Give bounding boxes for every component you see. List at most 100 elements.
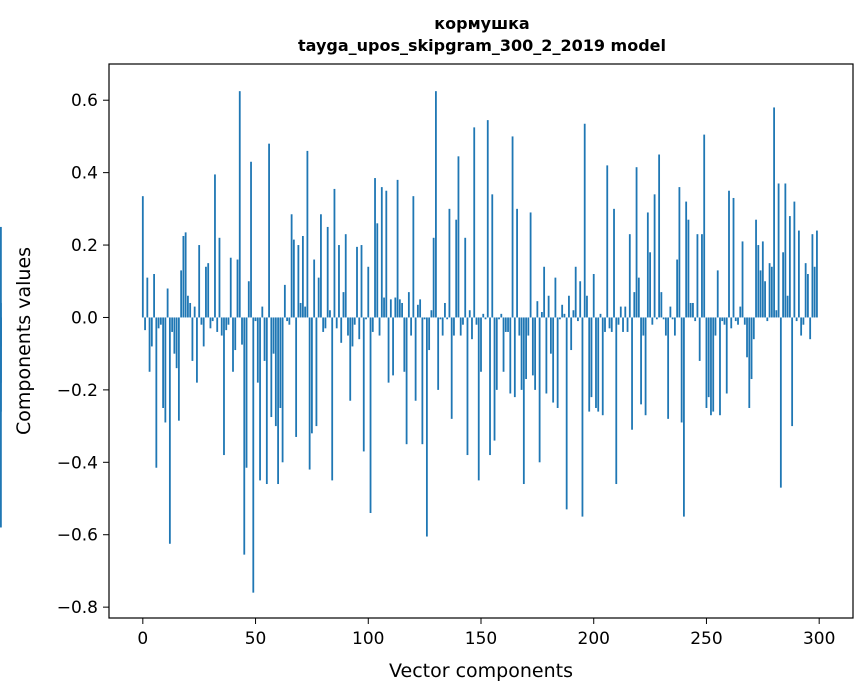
bar-214	[624, 306, 627, 318]
bar-66	[290, 214, 293, 318]
bar-45	[243, 317, 246, 555]
bar-210	[615, 317, 618, 485]
bar-139	[455, 219, 458, 318]
bar-38	[227, 317, 230, 325]
bar-86	[335, 317, 338, 329]
bar-124	[421, 317, 424, 445]
bar-undefined	[0, 317, 2, 383]
bar-96	[358, 317, 361, 340]
bar-17	[180, 270, 183, 318]
bar-281	[775, 310, 778, 318]
bar-61	[279, 317, 282, 408]
bar-69	[297, 245, 300, 318]
bar-186	[561, 304, 564, 318]
bar-53	[261, 306, 264, 318]
bar-290	[795, 317, 798, 322]
bar-175	[536, 301, 539, 318]
bar-93	[351, 317, 354, 347]
bar-14	[173, 317, 176, 354]
bar-212	[619, 306, 622, 318]
bar-99	[365, 317, 367, 320]
bar-219	[635, 167, 638, 318]
bar-276	[764, 281, 766, 318]
bar-226	[651, 317, 654, 325]
bar-44	[241, 317, 243, 345]
bar-100	[367, 266, 370, 318]
bar-74	[308, 317, 311, 470]
bar-3	[148, 317, 151, 372]
bar-287	[788, 216, 791, 318]
bar-15	[175, 317, 178, 369]
bar-12	[168, 317, 171, 544]
bar-122	[416, 304, 419, 318]
bar-295	[807, 274, 809, 318]
bar-143	[464, 237, 467, 318]
bar-55	[265, 317, 268, 485]
bar-114	[398, 299, 401, 318]
bar-40	[232, 317, 234, 372]
bar-184	[556, 317, 559, 408]
bar-171	[527, 317, 530, 336]
bar-274	[759, 270, 762, 318]
bar-132	[439, 317, 442, 320]
bar-101	[369, 317, 372, 513]
bar-233	[667, 317, 670, 419]
bar-78	[317, 277, 320, 318]
bar-272	[755, 219, 757, 318]
bar-23	[193, 306, 196, 318]
bar-223	[644, 317, 647, 416]
bar-35	[220, 317, 223, 336]
bar-25	[198, 245, 201, 318]
x-axis-ticks: 0 50 100 150 200 250 300	[137, 618, 835, 649]
bar-82	[326, 226, 329, 318]
bar-105	[378, 317, 381, 336]
bar-137	[450, 317, 453, 419]
bar-263	[734, 317, 737, 322]
bar-296	[809, 317, 812, 340]
bar-216	[628, 234, 631, 318]
bar-151	[482, 313, 485, 318]
bar-24	[196, 317, 198, 383]
x-tick-label: 150	[465, 629, 497, 649]
bar-29	[207, 263, 210, 318]
y-tick-label: 0.0	[71, 308, 98, 328]
bar-285	[784, 183, 787, 318]
bar-248	[701, 234, 703, 318]
bar-52	[259, 317, 261, 481]
bar-291	[797, 230, 800, 318]
bar-123	[419, 299, 422, 318]
bar-277	[766, 317, 769, 322]
bar-21	[189, 302, 192, 318]
bar-28	[205, 266, 207, 318]
bar-218	[633, 292, 636, 318]
bar-117	[405, 317, 408, 445]
bar-98	[362, 317, 365, 452]
bar-91	[347, 317, 349, 336]
bar-237	[676, 259, 679, 318]
bar-172	[529, 212, 532, 318]
bar-72	[304, 306, 307, 318]
bar-58	[272, 317, 275, 354]
bar-173	[531, 317, 534, 376]
bar-273	[757, 245, 760, 318]
y-axis-label: Components values	[13, 247, 35, 435]
bar-239	[680, 317, 683, 423]
bar-118	[407, 292, 410, 318]
bar-220	[637, 277, 640, 318]
bar-191	[572, 310, 575, 318]
bar-83	[329, 310, 331, 318]
bars-group	[0, 91, 818, 593]
bar-271	[752, 317, 755, 340]
bar-209	[613, 208, 615, 318]
bar-269	[748, 317, 751, 408]
bar-144	[466, 317, 469, 456]
bar-257	[721, 317, 724, 322]
bar-262	[732, 197, 735, 318]
bar-243	[689, 302, 692, 318]
bar-181	[549, 317, 552, 354]
bar-167	[518, 317, 521, 336]
bar-70	[299, 302, 302, 318]
bar-177	[540, 312, 543, 318]
bar-33	[216, 317, 219, 332]
